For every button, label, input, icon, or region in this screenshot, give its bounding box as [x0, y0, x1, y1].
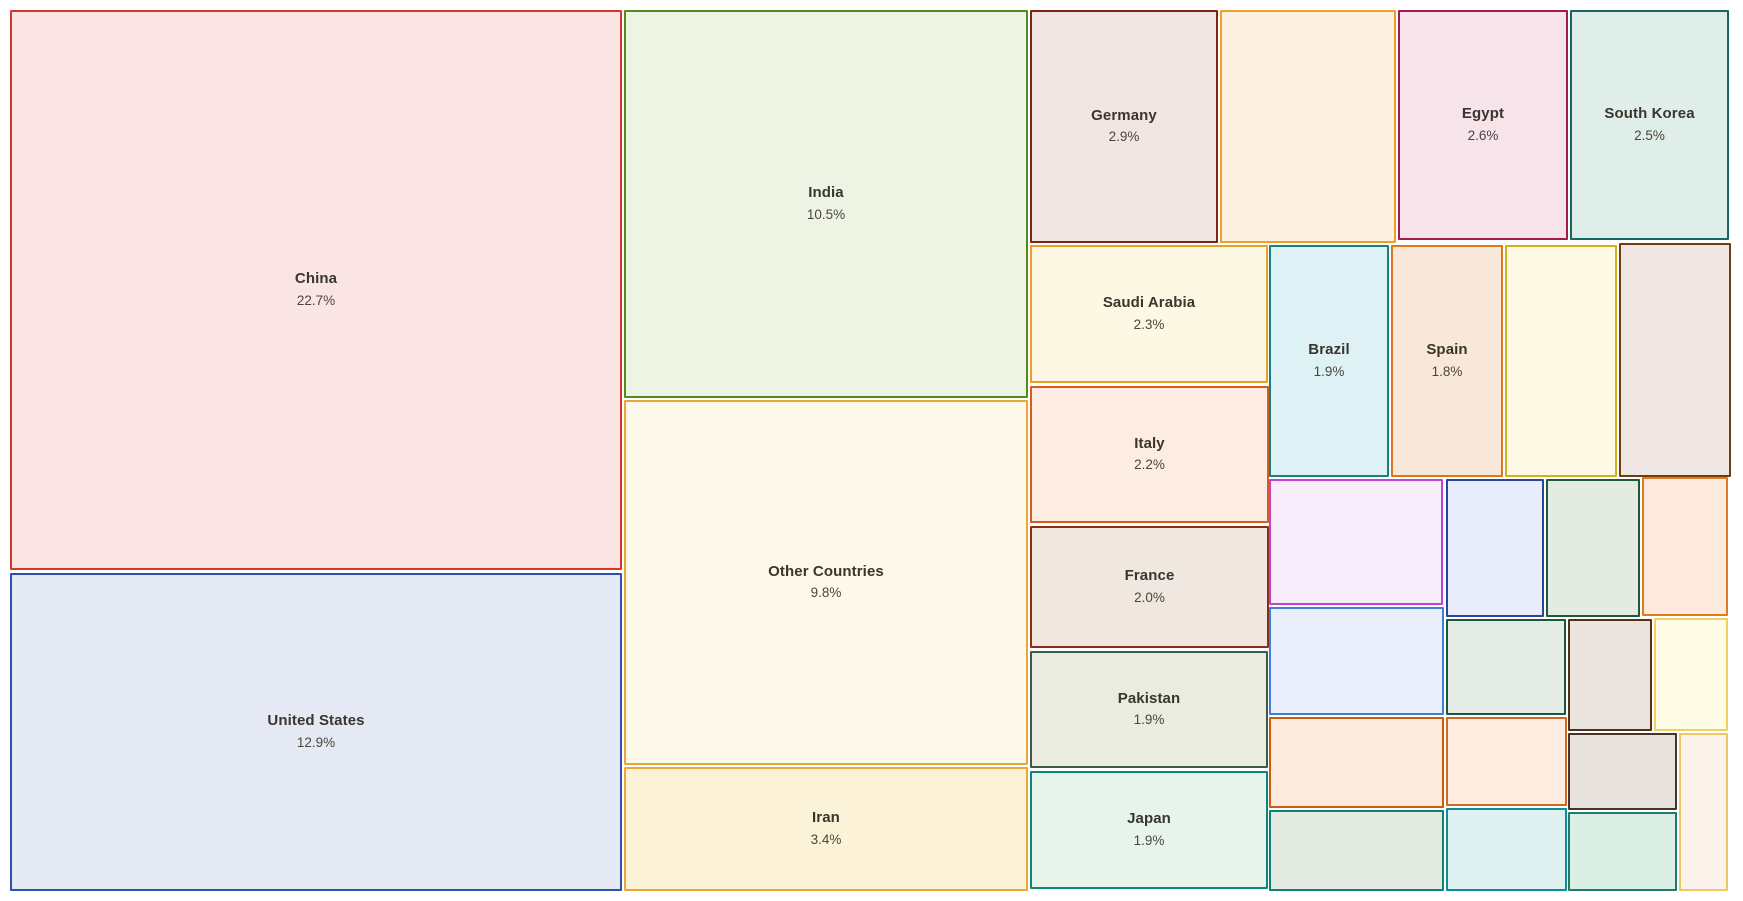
treemap-cell-cell-lavender[interactable] [1269, 479, 1443, 605]
treemap-cell-egypt[interactable]: Egypt 2.6% [1398, 10, 1568, 240]
cell-country-name: Other Countries [768, 562, 884, 580]
cell-country-name: India [808, 184, 844, 202]
cell-label: Saudi Arabia 2.3% [1032, 294, 1266, 334]
treemap-cell-germany[interactable]: Germany 2.9% [1030, 10, 1218, 243]
treemap-cell-cell-sage-a[interactable] [1546, 479, 1640, 617]
treemap-cell-cell-cyan[interactable] [1446, 808, 1567, 891]
treemap-cell-china[interactable]: China 22.7% [10, 10, 622, 570]
treemap-cell-cell-palepink[interactable] [1679, 733, 1728, 891]
treemap-cell-cell-gray[interactable] [1568, 733, 1677, 810]
cell-label: Egypt 2.6% [1400, 105, 1566, 145]
treemap-cell-india[interactable]: India 10.5% [624, 10, 1028, 398]
cell-label: South Korea 2.5% [1572, 105, 1727, 145]
cell-country-name: Egypt [1461, 105, 1505, 123]
cell-label: United States 12.9% [12, 712, 620, 752]
cell-country-name: South Korea [1604, 105, 1695, 123]
treemap-cell-france[interactable]: France 2.0% [1030, 526, 1269, 648]
cell-label: France 2.0% [1032, 567, 1267, 607]
cell-label: Italy 2.2% [1032, 435, 1267, 475]
treemap-cell-japan[interactable]: Japan 1.9% [1030, 771, 1268, 889]
cell-country-name: Italy [1134, 434, 1165, 452]
cell-country-name: Saudi Arabia [1102, 294, 1196, 312]
treemap-cell-cell-sage-b[interactable] [1446, 619, 1566, 715]
cell-percentage-value: 1.9% [1133, 712, 1165, 728]
cell-country-name: Brazil [1308, 341, 1350, 359]
treemap-cell-cell-cream[interactable] [1654, 618, 1728, 731]
treemap-cell-cell-lightblue[interactable] [1269, 607, 1444, 715]
cell-label: Iran 3.4% [626, 809, 1026, 849]
cell-country-name: China [294, 270, 338, 288]
cell-label: Spain 1.8% [1393, 341, 1501, 381]
treemap-cell-united-states[interactable]: United States 12.9% [10, 573, 622, 891]
treemap-cell-iran[interactable]: Iran 3.4% [624, 767, 1028, 891]
cell-country-name: Iran [812, 809, 840, 827]
cell-percentage-value: 1.8% [1431, 363, 1463, 379]
treemap-cell-south-korea[interactable]: South Korea 2.5% [1570, 10, 1729, 240]
cell-label: Other Countries 9.8% [626, 563, 1026, 603]
cell-percentage-value: 2.5% [1634, 127, 1665, 143]
cell-percentage-value: 3.4% [810, 831, 842, 847]
treemap-cell-cell-palegreen[interactable] [1568, 812, 1677, 891]
cell-country-name: France [1124, 567, 1175, 585]
treemap-cell-cell-peach-a[interactable] [1642, 477, 1728, 616]
treemap-cell-cell-sage-c[interactable] [1269, 810, 1444, 891]
cell-label: Brazil 1.9% [1271, 341, 1387, 381]
cell-label: Germany 2.9% [1032, 107, 1216, 147]
treemap-cell-cell-peach-dotted[interactable] [1446, 717, 1567, 806]
cell-percentage-value: 9.8% [810, 585, 842, 601]
cell-label: India 10.5% [626, 184, 1026, 224]
cell-percentage-value: 2.9% [1108, 129, 1140, 145]
treemap-cell-cell-blue-dotted[interactable] [1446, 479, 1544, 617]
treemap-cell-cell-mauve[interactable] [1619, 243, 1731, 477]
cell-country-name: Germany [1091, 106, 1157, 124]
cell-percentage-value: 12.9% [296, 734, 336, 750]
cell-country-name: Pakistan [1117, 689, 1181, 707]
cell-country-name: Japan [1127, 810, 1171, 828]
cell-label: China 22.7% [12, 270, 620, 310]
treemap-cell-pakistan[interactable]: Pakistan 1.9% [1030, 651, 1268, 768]
cell-percentage-value: 2.2% [1134, 457, 1165, 473]
treemap-cell-brazil[interactable]: Brazil 1.9% [1269, 245, 1389, 477]
treemap-cell-cell-yellow[interactable] [1505, 245, 1617, 477]
cell-percentage-value: 22.7% [296, 292, 336, 308]
treemap-cell-saudi-arabia[interactable]: Saudi Arabia 2.3% [1030, 245, 1268, 383]
treemap-cell-italy[interactable]: Italy 2.2% [1030, 386, 1269, 523]
cell-percentage-value: 1.9% [1313, 363, 1345, 379]
cell-label: Japan 1.9% [1032, 810, 1266, 850]
treemap-cell-cell-peach-b[interactable] [1269, 717, 1444, 808]
cell-label: Pakistan 1.9% [1032, 690, 1266, 730]
cell-percentage-value: 10.5% [806, 206, 846, 222]
cell-country-name: United States [267, 712, 365, 730]
cell-country-name: Spain [1426, 341, 1468, 359]
cell-percentage-value: 1.9% [1133, 832, 1165, 848]
cell-percentage-value: 2.6% [1467, 127, 1499, 143]
treemap-cell-spain[interactable]: Spain 1.8% [1391, 245, 1503, 477]
treemap-cell-other-countries[interactable]: Other Countries 9.8% [624, 400, 1028, 765]
cell-percentage-value: 2.3% [1133, 316, 1165, 332]
treemap-cell-cell-graybeige[interactable] [1568, 619, 1652, 731]
cell-percentage-value: 2.0% [1134, 589, 1165, 605]
treemap-cell-cell-peach-top[interactable] [1220, 10, 1396, 243]
